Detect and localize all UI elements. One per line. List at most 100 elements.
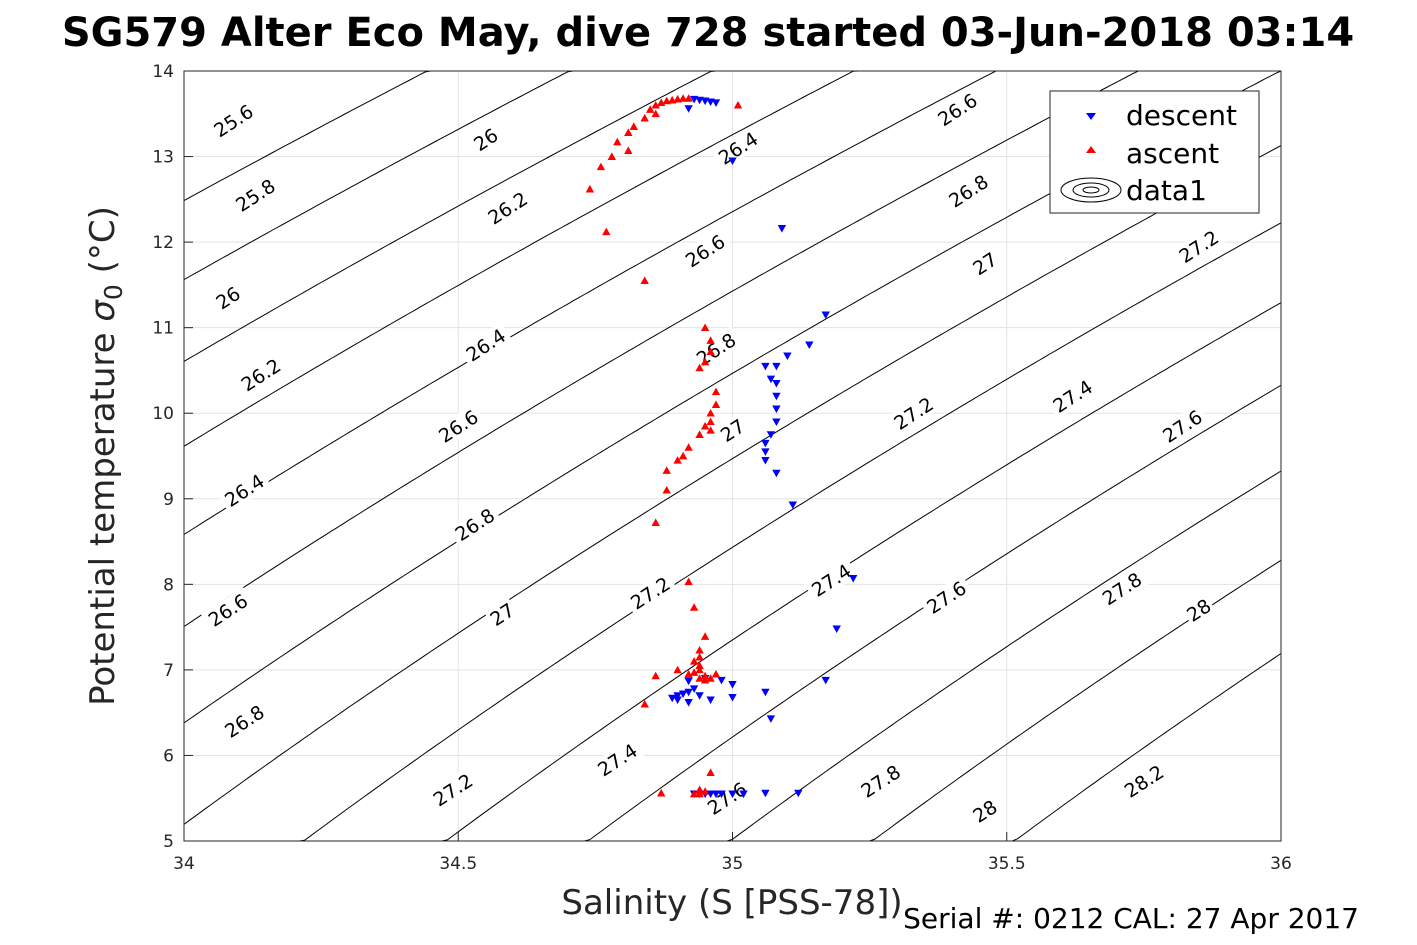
contour-label-bg xyxy=(1094,565,1149,612)
descent-point xyxy=(821,311,830,319)
isopycnal-line xyxy=(183,70,574,281)
ascent-point xyxy=(695,661,704,669)
descent-point xyxy=(766,431,776,439)
y-tick-label: 12 xyxy=(152,233,174,253)
ascent-point xyxy=(662,486,671,494)
isopycnal-line xyxy=(183,70,717,362)
legend-descent-label: descent xyxy=(1126,99,1237,132)
ascent-point xyxy=(657,98,666,107)
descent-point xyxy=(728,157,737,165)
contour-label-bg xyxy=(480,185,535,231)
descent-point xyxy=(761,448,770,456)
ascent-point xyxy=(624,146,633,154)
descent-point xyxy=(766,375,776,384)
legend-contour-icon xyxy=(1060,177,1122,203)
descent-point xyxy=(673,696,682,704)
ascent-point xyxy=(673,665,682,674)
isopycnal-line xyxy=(183,70,1144,627)
ascent-point xyxy=(646,105,655,113)
isopycnal-line xyxy=(1012,653,1282,842)
isopycnal-line xyxy=(183,70,1002,535)
y-tick-label: 5 xyxy=(163,832,174,852)
contour-label-bg xyxy=(1045,373,1100,419)
descent-point xyxy=(772,405,781,414)
footer-serial-cal: Serial #: 0212 CAL: 27 Apr 2017 xyxy=(903,902,1359,935)
ascent-point xyxy=(673,456,682,464)
contour-label-bg xyxy=(210,280,246,315)
contour-label-bg xyxy=(886,390,941,437)
ascent-point xyxy=(711,400,721,409)
descent-point xyxy=(766,715,776,723)
contour-label-bg xyxy=(700,775,754,822)
contour-label-bg xyxy=(200,587,255,633)
descent-point xyxy=(772,362,781,371)
contour-label-bg xyxy=(1180,593,1217,627)
y-tick-label: 13 xyxy=(152,148,174,168)
isopycnal-line xyxy=(726,470,1282,842)
descent-point xyxy=(788,501,797,509)
ascent-point xyxy=(733,101,743,109)
contour-label-bg xyxy=(941,167,996,214)
ascent-point xyxy=(613,137,622,146)
ascent-point xyxy=(662,96,671,105)
y-tick-label: 10 xyxy=(152,404,174,424)
descent-point xyxy=(772,379,781,388)
ascent-point xyxy=(657,788,666,797)
ascent-point xyxy=(706,336,715,344)
ascent-point xyxy=(651,518,660,527)
descent-point xyxy=(783,352,792,361)
contour-label-bg xyxy=(967,794,1003,828)
legend-ascent-marker xyxy=(1086,146,1096,153)
ascent-point xyxy=(700,671,710,680)
contour-label-bg xyxy=(714,413,751,448)
isopycnal-line xyxy=(299,222,1282,842)
ascent-point xyxy=(695,363,704,372)
ascent-point xyxy=(651,109,660,118)
legend-data1-label: data1 xyxy=(1126,174,1207,207)
isopycnal-line xyxy=(869,559,1282,842)
contour-label-bg xyxy=(1171,223,1226,270)
contour-label-bg xyxy=(484,597,520,632)
ascent-point xyxy=(706,426,715,434)
descent-point xyxy=(777,225,787,233)
ascent-point xyxy=(607,152,616,160)
ascent-point xyxy=(689,657,699,665)
ascent-point xyxy=(695,430,704,438)
contour-label-bg xyxy=(447,501,502,548)
contour-label-bg xyxy=(853,758,908,804)
ascent-point xyxy=(700,787,710,795)
descent-point xyxy=(673,692,682,700)
legend-descent-marker xyxy=(1086,113,1096,120)
x-axis-label: Salinity (S [PSS-78]) xyxy=(561,883,902,923)
ascent-point xyxy=(706,768,715,776)
ascent-point xyxy=(684,577,693,586)
descent-point xyxy=(684,105,693,113)
descent-point xyxy=(684,699,693,707)
descent-point xyxy=(711,99,721,107)
descent-point xyxy=(821,676,830,685)
descent-point xyxy=(706,696,715,704)
ascent-point xyxy=(662,466,671,474)
contour-label-bg xyxy=(711,125,765,171)
descent-point xyxy=(761,688,770,697)
contour-label-bg xyxy=(431,403,486,449)
ascent-point xyxy=(695,665,704,674)
contour-label-bg xyxy=(425,766,480,813)
ascent-point xyxy=(706,417,715,426)
contour-label-bg xyxy=(1116,758,1171,804)
descent-point xyxy=(761,439,770,448)
ascent-point xyxy=(700,632,710,640)
descent-point xyxy=(772,469,781,478)
descent-point xyxy=(711,790,721,799)
descent-point xyxy=(761,789,770,798)
ascent-point xyxy=(695,789,704,798)
contour-label-bg xyxy=(689,326,743,372)
descent-point xyxy=(728,790,737,799)
ascent-point xyxy=(706,347,715,355)
x-tick-label: 35 xyxy=(722,854,744,874)
ascent-point xyxy=(700,421,710,430)
y-tick-label: 6 xyxy=(163,746,174,766)
isopycnal-line xyxy=(183,145,1282,825)
ascent-point xyxy=(700,323,710,332)
ascent-point xyxy=(640,276,649,284)
